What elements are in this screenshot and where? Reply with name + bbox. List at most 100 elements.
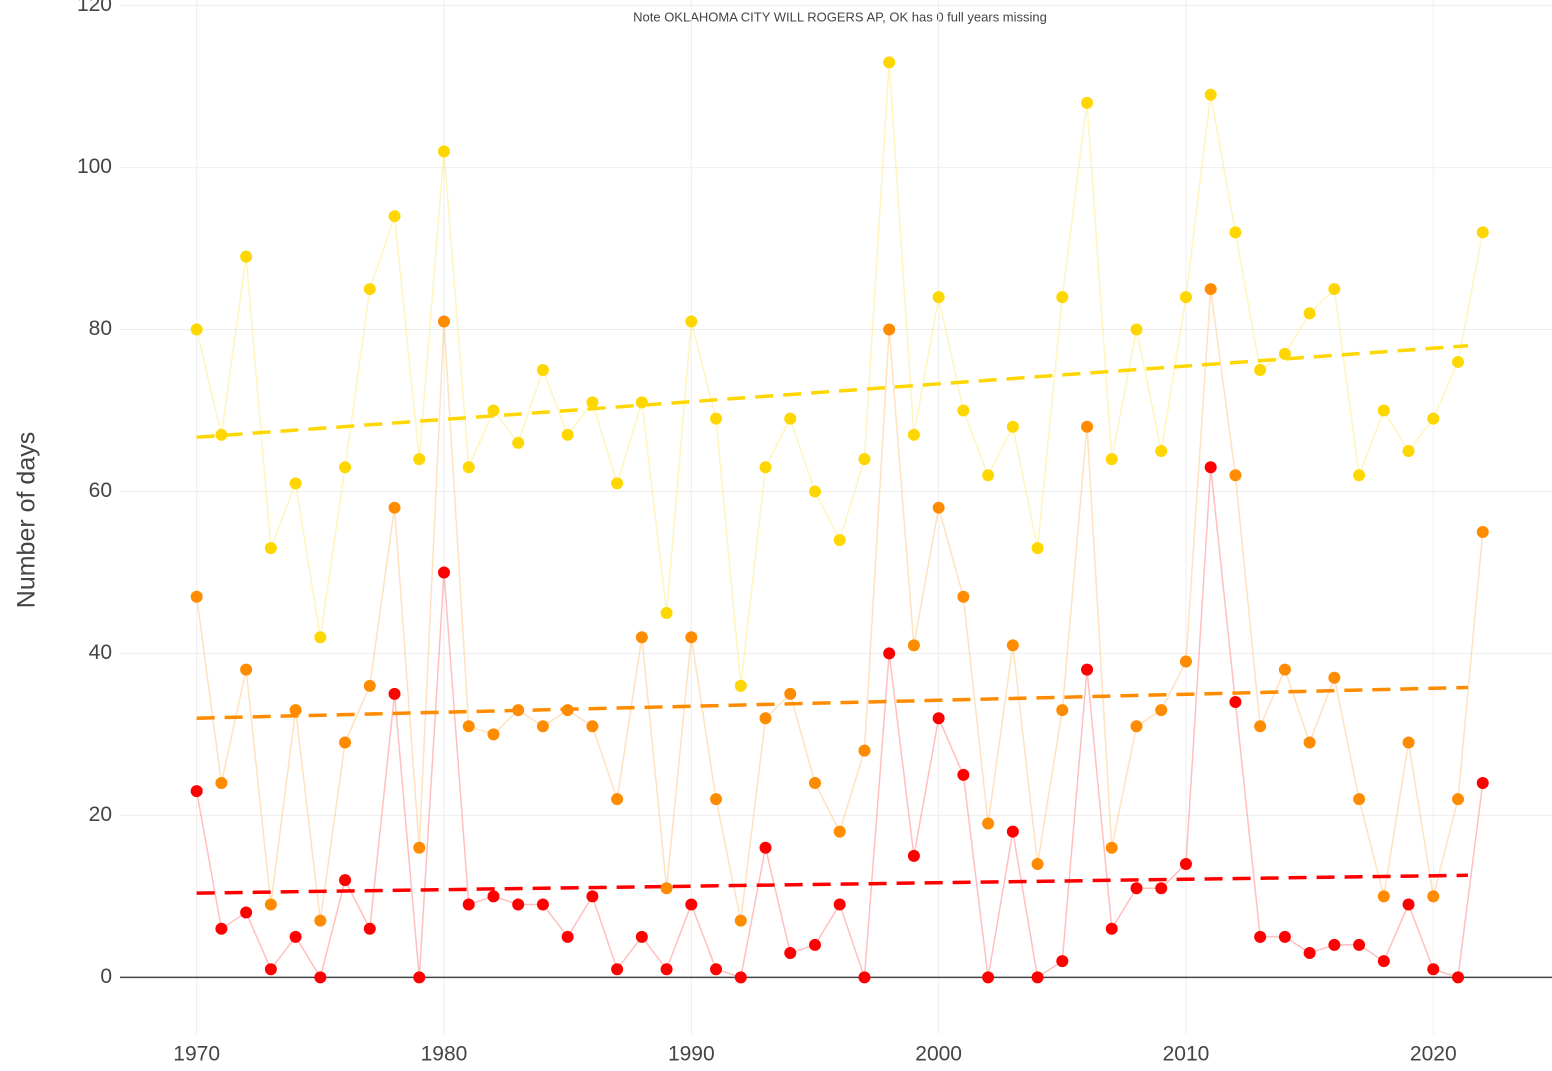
data-point: [1303, 736, 1316, 749]
data-point: [1081, 96, 1094, 109]
data-point: [1006, 825, 1019, 838]
data-point: [685, 315, 698, 328]
data-point: [462, 898, 475, 911]
data-point: [932, 501, 945, 514]
data-point: [660, 882, 673, 895]
data-point: [685, 898, 698, 911]
y-tick-label: 20: [89, 803, 112, 826]
chart-note: Note OKLAHOMA CITY WILL ROGERS AP, OK ha…: [633, 9, 1047, 24]
data-point: [660, 606, 673, 619]
data-point: [808, 938, 821, 951]
x-tick-label: 2020: [1410, 1043, 1457, 1066]
data-point: [462, 720, 475, 733]
x-tick-label: 1980: [421, 1043, 468, 1066]
data-point: [561, 428, 574, 441]
data-point: [190, 323, 203, 336]
data-point: [982, 469, 995, 482]
data-point: [462, 461, 475, 474]
data-point: [437, 566, 450, 579]
data-point: [1278, 930, 1291, 943]
data-point: [685, 631, 698, 644]
data-point: [1254, 364, 1267, 377]
data-point: [710, 412, 723, 425]
data-point: [1179, 291, 1192, 304]
data-point: [957, 404, 970, 417]
data-point: [240, 663, 253, 676]
data-point: [1056, 955, 1069, 968]
data-point: [808, 776, 821, 789]
data-point: [759, 841, 772, 854]
data-point: [561, 930, 574, 943]
y-tick-label: 40: [89, 641, 112, 664]
data-point: [1130, 720, 1143, 733]
data-point: [611, 793, 624, 806]
data-point: [1452, 355, 1465, 368]
data-point: [1452, 793, 1465, 806]
data-point: [858, 744, 871, 757]
data-point: [1328, 283, 1341, 296]
data-point: [586, 720, 599, 733]
data-point: [858, 453, 871, 466]
data-point: [536, 720, 549, 733]
data-point: [289, 477, 302, 490]
data-point: [759, 712, 772, 725]
data-point: [1427, 412, 1440, 425]
data-point: [1353, 938, 1366, 951]
data-point: [858, 971, 871, 984]
y-axis-label: Number of days: [13, 432, 41, 608]
data-point: [883, 647, 896, 660]
data-point: [1056, 704, 1069, 717]
data-point: [1476, 776, 1489, 789]
x-tick-label: 1970: [173, 1043, 220, 1066]
data-point: [1179, 857, 1192, 870]
data-point: [635, 396, 648, 409]
data-point: [1427, 890, 1440, 903]
y-tick-label: 0: [100, 965, 112, 988]
data-point: [314, 971, 327, 984]
data-point: [1105, 922, 1118, 935]
data-point: [808, 485, 821, 498]
x-tick-label: 2000: [915, 1043, 962, 1066]
data-point: [734, 914, 747, 927]
data-point: [215, 776, 228, 789]
data-point: [1229, 696, 1242, 709]
data-point: [1402, 736, 1415, 749]
data-point: [388, 501, 401, 514]
data-point: [635, 930, 648, 943]
data-point: [1353, 469, 1366, 482]
data-point: [1377, 890, 1390, 903]
data-point: [907, 639, 920, 652]
data-point: [190, 785, 203, 798]
data-point: [314, 914, 327, 927]
trend-line: [196, 685, 1468, 720]
data-point: [833, 898, 846, 911]
data-point: [1155, 704, 1168, 717]
data-point: [437, 315, 450, 328]
data-point: [1229, 469, 1242, 482]
data-point: [1006, 420, 1019, 433]
data-point: [1476, 226, 1489, 239]
data-point: [1031, 971, 1044, 984]
data-point: [512, 436, 525, 449]
data-point: [1402, 445, 1415, 458]
y-tick-label: 60: [89, 479, 112, 502]
data-point: [957, 768, 970, 781]
y-tick-label: 120: [77, 0, 112, 16]
data-point: [536, 364, 549, 377]
data-point: [1204, 88, 1217, 101]
data-point: [611, 963, 624, 976]
data-point: [240, 906, 253, 919]
data-point: [932, 712, 945, 725]
data-point: [512, 704, 525, 717]
data-point: [734, 679, 747, 692]
data-point: [611, 477, 624, 490]
data-point: [339, 874, 352, 887]
data-point: [586, 396, 599, 409]
data-point: [413, 841, 426, 854]
data-point: [1130, 323, 1143, 336]
data-point: [264, 898, 277, 911]
data-point: [1328, 671, 1341, 684]
x-tick-label: 1990: [668, 1043, 715, 1066]
data-point: [1452, 971, 1465, 984]
data-point: [883, 323, 896, 336]
